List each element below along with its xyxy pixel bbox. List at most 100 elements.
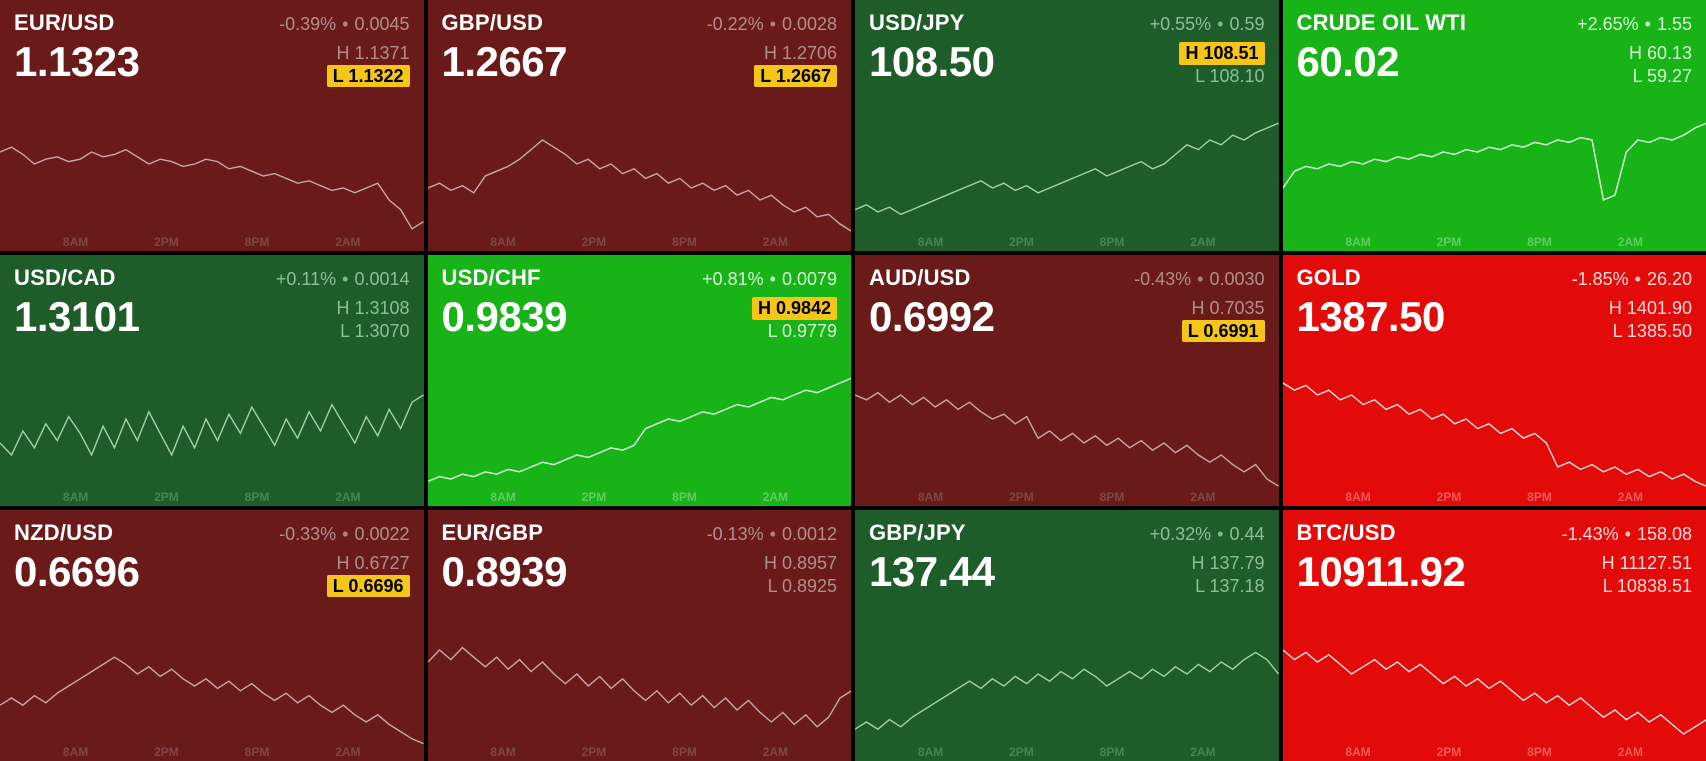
- high-low-block: H 0.8957L 0.8925: [764, 552, 837, 597]
- high-low-block: H 108.51L 108.10: [1179, 42, 1264, 87]
- change-pct: -0.33%: [279, 524, 336, 544]
- change-label: -0.33% • 0.0022: [279, 524, 409, 545]
- sparkline-chart: 8AM2PM8PM2AM: [0, 116, 424, 251]
- sparkline-chart: 8AM2PM8PM2AM: [428, 371, 852, 506]
- sparkline-chart: 8AM2PM8PM2AM: [0, 626, 424, 761]
- market-tile[interactable]: EUR/GBP -0.13%•0.0012 0.8939 H 0.8957L 0.89…: [428, 510, 852, 761]
- low-value: L 0.6696: [327, 575, 410, 598]
- low-value: L 1.2667: [754, 65, 837, 88]
- symbol-label: AUD/USD: [869, 265, 971, 291]
- change-pct: +0.81%: [702, 269, 764, 289]
- market-tile[interactable]: NZD/USD-0.33%•0.00220.6696H 0.6727L 0.66…: [0, 510, 424, 761]
- symbol-label: USD/JPY: [869, 10, 965, 36]
- symbol-label: GBP/USD: [442, 10, 544, 36]
- high-value: H 1401.90: [1609, 297, 1692, 320]
- separator-dot: •: [770, 14, 776, 34]
- separator-dot: •: [342, 524, 348, 544]
- sparkline-chart: 8AM2PM8PM2AM: [855, 371, 1279, 506]
- symbol-label: EUR/USD: [14, 10, 114, 36]
- market-tile[interactable]: GBP/JPY+0.32%•0.44137.44H 137.79L 137.18…: [855, 510, 1279, 761]
- low-value: L 0.8925: [764, 575, 837, 598]
- price-value: 1.3101: [14, 295, 139, 339]
- low-value: L 10838.51: [1602, 575, 1692, 598]
- high-value: H 1.2706: [754, 42, 837, 65]
- symbol-label: CRUDE OIL WTI: [1297, 10, 1467, 36]
- separator-dot: •: [770, 524, 776, 544]
- change-label: -0.13%•0.0012: [707, 524, 837, 545]
- change-pct: -0.22%: [707, 14, 764, 34]
- market-tile[interactable]: EUR/USD-0.39%•0.00451.1323H 1.1371L 1.13…: [0, 0, 424, 251]
- market-tile[interactable]: AUD/USD-0.43%•0.00300.6992H 0.7035L 0.69…: [855, 255, 1279, 506]
- high-value: H 0.8957: [764, 552, 837, 575]
- low-value: L 0.6991: [1182, 320, 1265, 343]
- market-grid: EUR/USD-0.39%•0.00451.1323H 1.1371L 1.13…: [0, 0, 1706, 761]
- market-tile[interactable]: USD/CAD +0.11% • 0.0014 1.3101 H 1.3108L 1.30…: [0, 255, 424, 506]
- high-value: H 0.6727: [327, 552, 410, 575]
- change-pct: -0.39%: [279, 14, 336, 34]
- change-abs: 0.0022: [354, 524, 409, 544]
- high-low-block: H 60.13L 59.27: [1629, 42, 1692, 87]
- separator-dot: •: [342, 14, 348, 34]
- change-label: -0.43% • 0.0030: [1134, 269, 1264, 290]
- change-abs: 0.59: [1229, 14, 1264, 34]
- market-tile[interactable]: GBP/USD-0.22%•0.00281.2667H 1.2706L 1.26…: [428, 0, 852, 251]
- sparkline-chart: 8AM2PM8PM2AM: [428, 116, 852, 251]
- change-abs: 0.0079: [782, 269, 837, 289]
- price-value: 60.02: [1297, 40, 1400, 84]
- change-pct: +2.65%: [1577, 14, 1639, 34]
- change-pct: -0.43%: [1134, 269, 1191, 289]
- price-value: 0.9839: [442, 295, 567, 339]
- change-abs: 0.0045: [354, 14, 409, 34]
- price-value: 0.8939: [442, 550, 567, 594]
- high-value: H 60.13: [1629, 42, 1692, 65]
- symbol-label: EUR/GBP: [442, 520, 544, 546]
- separator-dot: •: [342, 269, 348, 289]
- symbol-label: GOLD: [1297, 265, 1361, 291]
- change-abs: 0.44: [1229, 524, 1264, 544]
- change-label: +0.11% • 0.0014: [276, 269, 410, 290]
- change-label: -1.85%•26.20: [1572, 269, 1692, 290]
- high-low-block: H 1.2706L 1.2667: [754, 42, 837, 87]
- symbol-label: USD/CHF: [442, 265, 541, 291]
- change-label: -1.43%•158.08: [1562, 524, 1692, 545]
- change-pct: +0.32%: [1150, 524, 1212, 544]
- market-tile[interactable]: USD/JPY +0.55%• 0.59 108.50 H 108.51L 108.10…: [855, 0, 1279, 251]
- high-value: H 1.3108: [336, 297, 409, 320]
- sparkline-chart: 8AM2PM8PM2AM: [0, 371, 424, 506]
- change-label: -0.39% • 0.0045: [279, 14, 409, 35]
- market-tile[interactable]: USD/CHF+0.81%•0.00790.9839H 0.9842L 0.97…: [428, 255, 852, 506]
- price-value: 1387.50: [1297, 295, 1445, 339]
- high-low-block: H 1401.90L 1385.50: [1609, 297, 1692, 342]
- price-value: 137.44: [869, 550, 994, 594]
- price-value: 108.50: [869, 40, 994, 84]
- change-label: -0.22%•0.0028: [707, 14, 837, 35]
- change-abs: 0.0014: [354, 269, 409, 289]
- change-pct: +0.11%: [276, 269, 336, 289]
- symbol-label: BTC/USD: [1297, 520, 1396, 546]
- separator-dot: •: [1217, 14, 1223, 34]
- sparkline-chart: 8AM2PM8PM2AM: [428, 626, 852, 761]
- change-label: +0.55%• 0.59: [1150, 14, 1265, 35]
- separator-dot: •: [1635, 269, 1641, 289]
- change-abs: 0.0030: [1209, 269, 1264, 289]
- separator-dot: •: [1197, 269, 1203, 289]
- separator-dot: •: [1217, 524, 1223, 544]
- low-value: L 59.27: [1629, 65, 1692, 88]
- sparkline-chart: 8AM2PM8PM2AM: [1283, 626, 1706, 761]
- change-pct: +0.55%: [1150, 14, 1212, 34]
- market-tile[interactable]: GOLD -1.85%•26.20 1387.50 H 1401.90L 1385.5…: [1283, 255, 1706, 506]
- separator-dot: •: [770, 269, 776, 289]
- market-tile[interactable]: BTC/USD-1.43%•158.0810911.92H 11127.51L …: [1283, 510, 1706, 761]
- price-value: 10911.92: [1297, 550, 1466, 594]
- market-tile[interactable]: CRUDE OIL WTI+2.65%•1.5560.02H 60.13L 59…: [1283, 0, 1706, 251]
- low-value: L 0.9779: [752, 320, 837, 343]
- change-abs: 1.55: [1657, 14, 1692, 34]
- high-value: H 108.51: [1179, 42, 1264, 65]
- sparkline-chart: 8AM2PM8PM2AM: [1283, 116, 1706, 251]
- low-value: L 1385.50: [1609, 320, 1692, 343]
- sparkline-chart: 8AM2PM8PM2AM: [855, 116, 1279, 251]
- symbol-label: USD/CAD: [14, 265, 116, 291]
- price-value: 0.6696: [14, 550, 139, 594]
- low-value: L 1.1322: [327, 65, 410, 88]
- low-value: L 1.3070: [336, 320, 409, 343]
